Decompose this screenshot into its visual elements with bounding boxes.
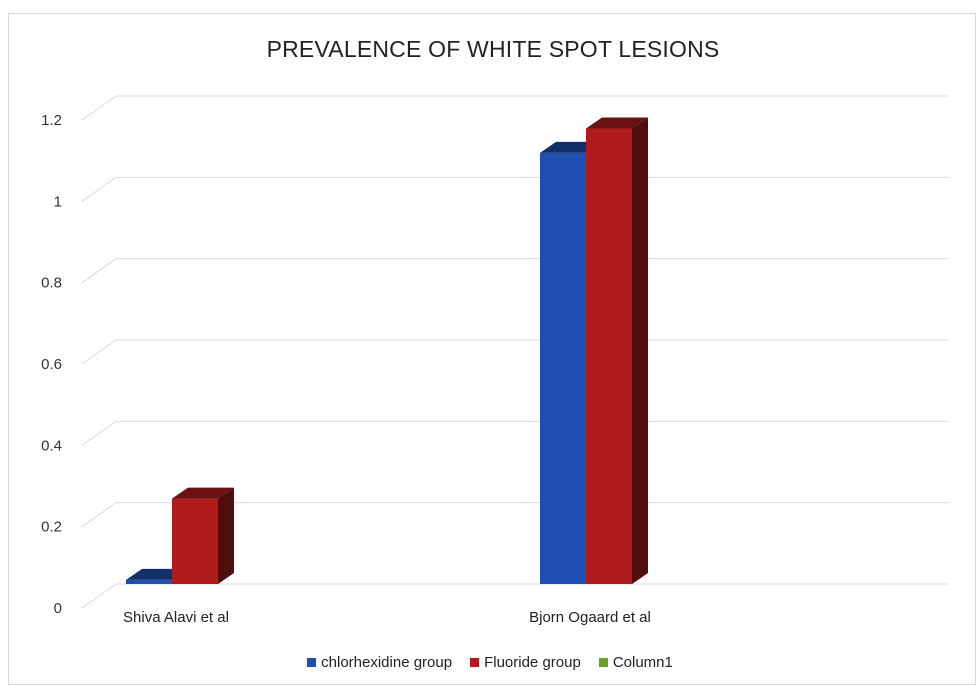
chart-title: PREVALENCE OF WHITE SPOT LESIONS bbox=[266, 36, 720, 62]
gridlines bbox=[81, 95, 948, 609]
y-tick-label: 1.2 bbox=[41, 112, 62, 129]
gridline bbox=[81, 339, 948, 365]
x-axis-categories: Shiva Alavi et al Bjorn Ogaard et al bbox=[123, 609, 651, 626]
category-label: Bjorn Ogaard et al bbox=[529, 609, 651, 626]
legend-swatch bbox=[598, 658, 608, 667]
legend-label: chlorhexidine group bbox=[321, 654, 453, 671]
legend-swatch bbox=[470, 658, 480, 667]
legend-swatch bbox=[307, 658, 317, 667]
y-tick-label: 0.6 bbox=[41, 356, 62, 373]
y-tick-label: 0.2 bbox=[41, 519, 62, 536]
legend-item: Fluoride group bbox=[470, 654, 581, 671]
bar bbox=[586, 117, 648, 585]
y-tick-label: 1 bbox=[54, 193, 62, 210]
category-label: Shiva Alavi et al bbox=[123, 609, 229, 626]
y-tick-label: 0.4 bbox=[41, 437, 62, 454]
gridline bbox=[81, 95, 948, 121]
y-axis-ticks: 0 0.2 0.4 0.6 0.8 1 1.2 bbox=[41, 112, 62, 617]
legend-item: chlorhexidine group bbox=[307, 654, 452, 671]
legend-label: Fluoride group bbox=[484, 654, 581, 671]
bar bbox=[172, 487, 234, 584]
legend-label: Column1 bbox=[612, 654, 673, 671]
chart-legend: chlorhexidine group Fluoride group Column1 bbox=[0, 654, 980, 671]
y-tick-label: 0 bbox=[54, 600, 62, 617]
bars bbox=[126, 117, 648, 585]
gridline bbox=[81, 258, 948, 284]
y-tick-label: 0.8 bbox=[41, 275, 62, 292]
gridline bbox=[81, 583, 948, 609]
gridline bbox=[81, 502, 948, 528]
gridline bbox=[81, 420, 948, 446]
gridline bbox=[81, 176, 948, 202]
legend-item: Column1 bbox=[598, 654, 673, 671]
